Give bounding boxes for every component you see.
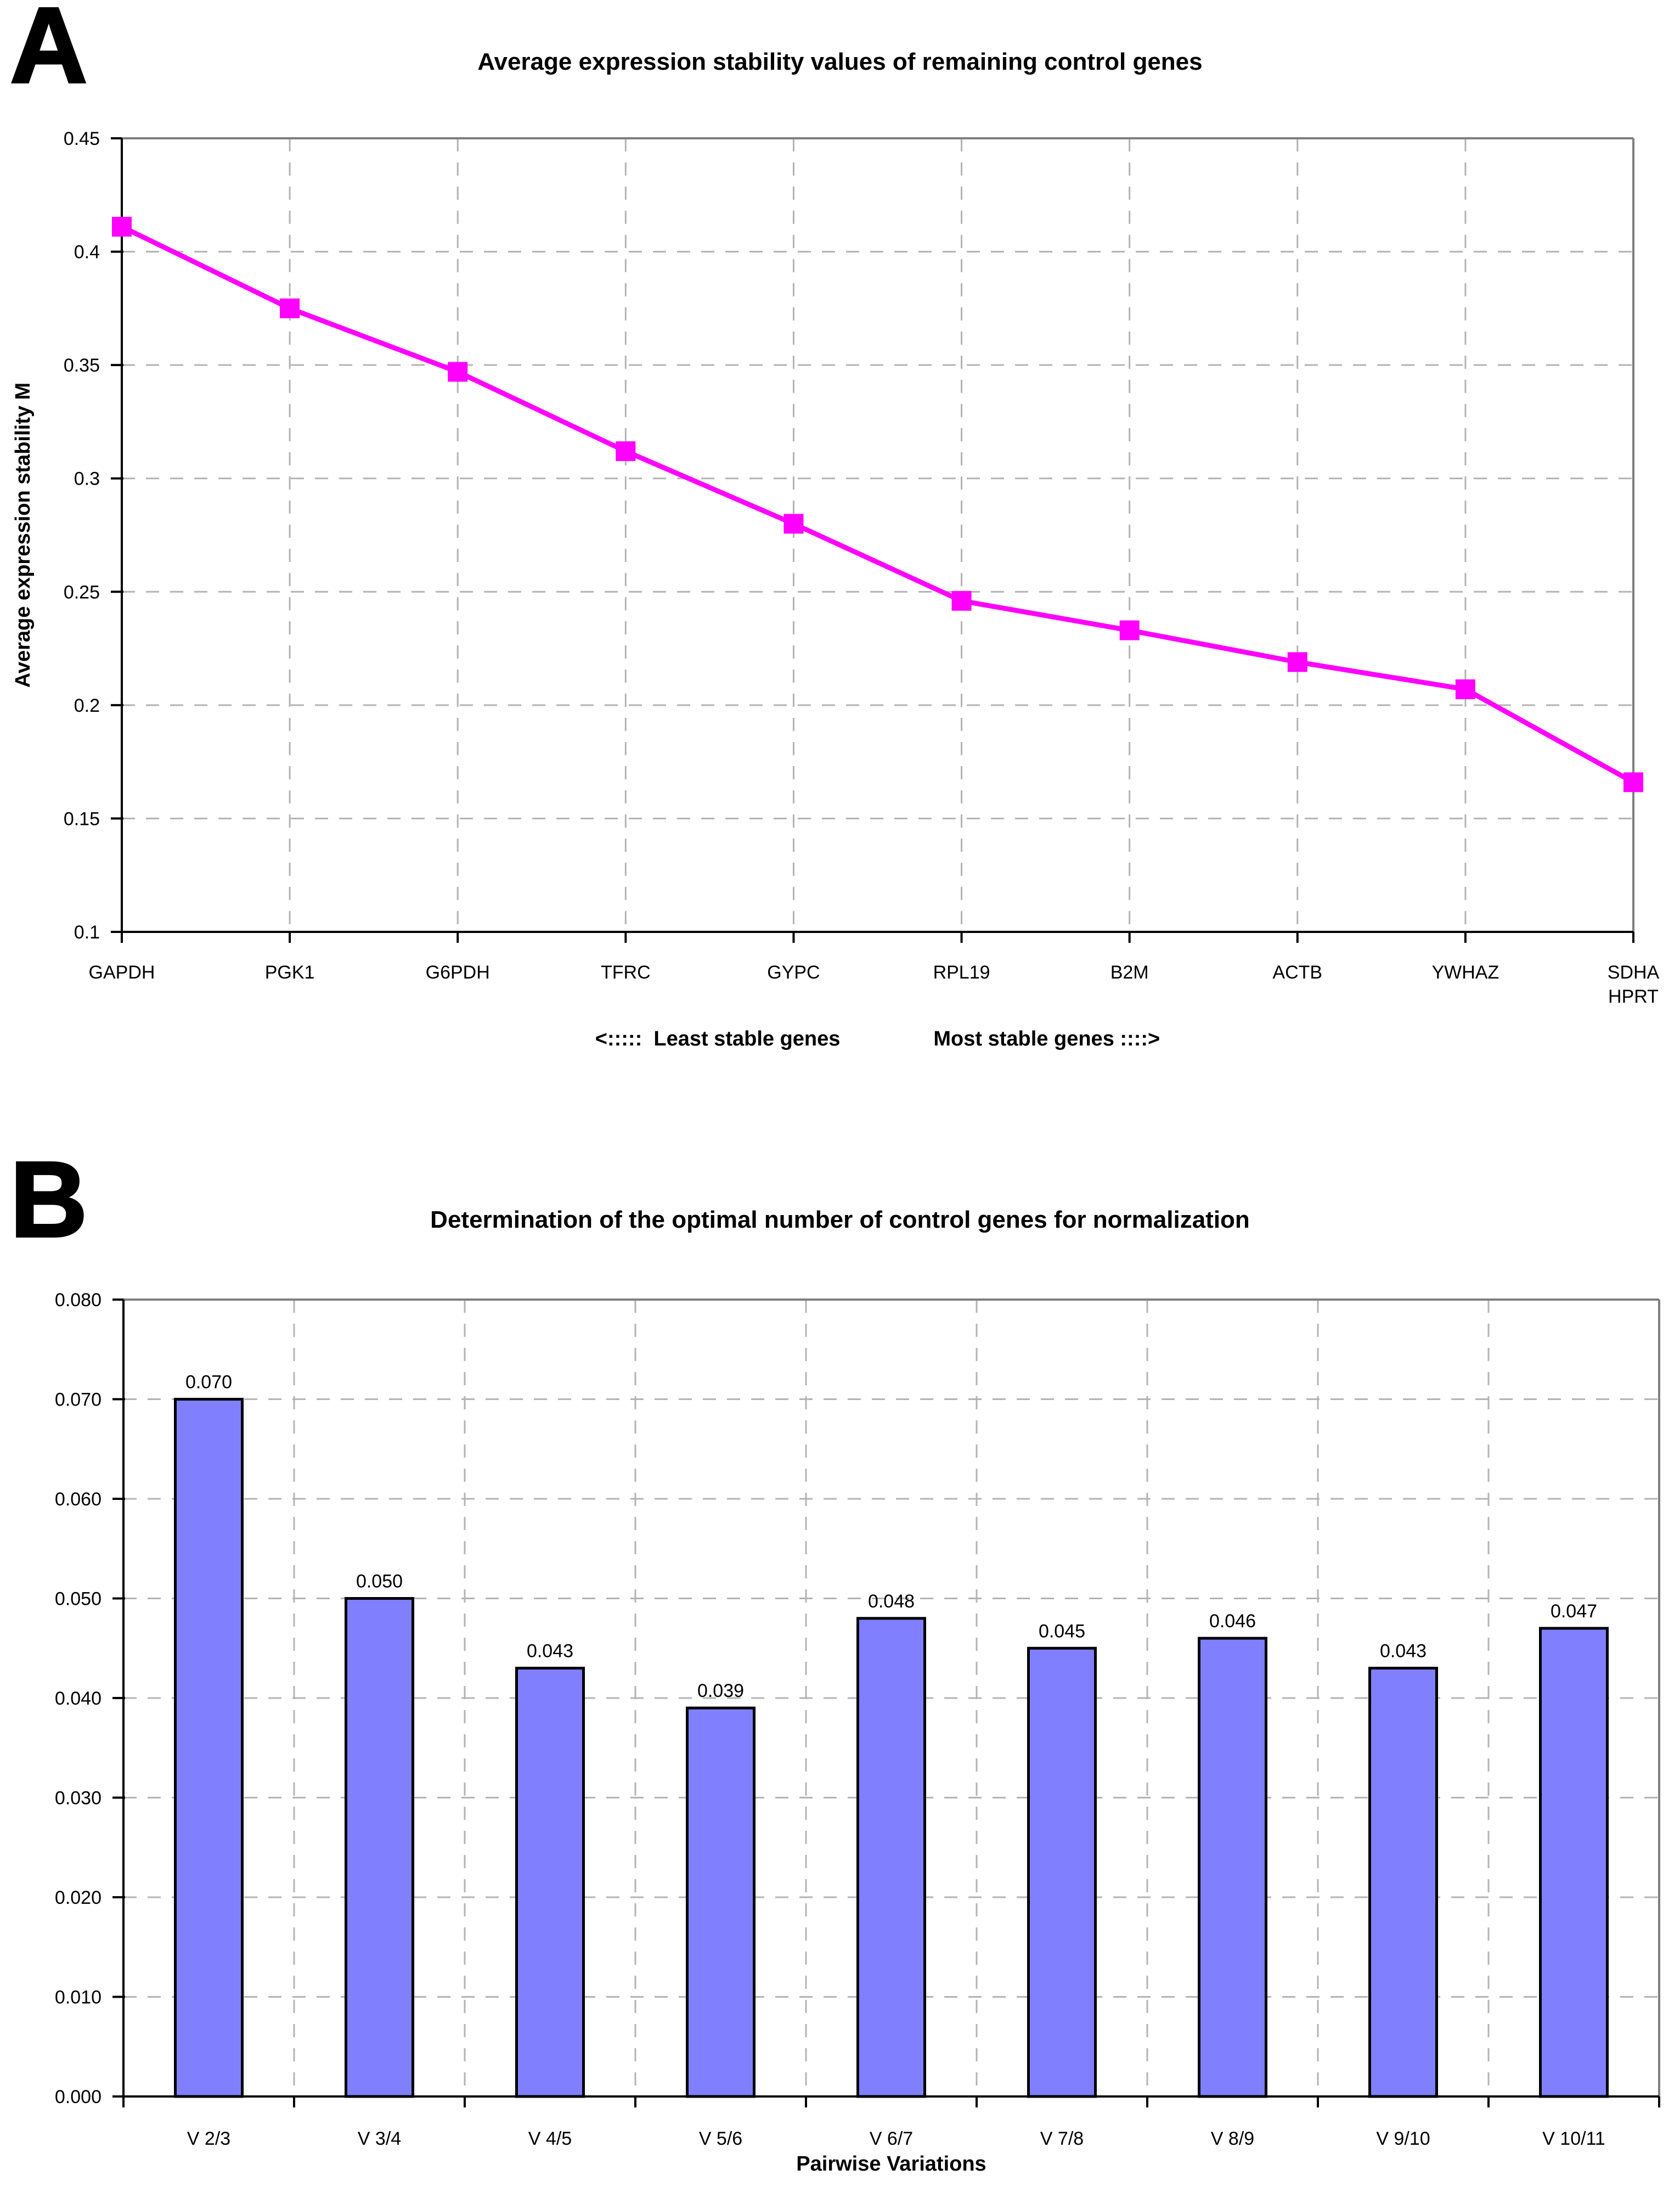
data-point-marker (1119, 620, 1140, 640)
y-tick-label: 0.4 (74, 242, 100, 263)
x-category-label: V 8/9 (1211, 2128, 1254, 2149)
x-category-label: V 6/7 (870, 2128, 913, 2149)
y-tick-label: 0.15 (64, 808, 100, 829)
bar-value-label: 0.070 (185, 1372, 232, 1393)
pairwise-variation-bar (1539, 1627, 1609, 2098)
panel-a-letter: A (9, 0, 89, 105)
y-tick-label: 0.010 (55, 1987, 102, 2008)
panel-b-x-axis-title: Pairwise Variations (796, 2152, 986, 2175)
y-tick-label: 0.030 (55, 1788, 102, 1809)
y-tick-label: 0.45 (64, 128, 100, 149)
pairwise-variation-bar (515, 1667, 585, 2098)
y-axis-title: Average expression stability M (12, 383, 35, 688)
y-tick-label: 0.2 (74, 695, 100, 716)
x-category-label: V 5/6 (699, 2128, 742, 2149)
most-stable-genes-label: Most stable genes ::::> (933, 1027, 1160, 1050)
pairwise-variation-bar (345, 1597, 414, 2098)
bar-value-label: 0.047 (1551, 1601, 1597, 1622)
data-point-marker (1623, 772, 1643, 792)
bar-value-label: 0.045 (1039, 1621, 1085, 1642)
pairwise-variation-bar (1198, 1637, 1267, 2098)
line-chart-panel-a: 0.45 0.4 0.35 0.3 0.25 0.2 0.15 0.1 GAPDH PGK1 G6P… (12, 128, 1660, 1007)
x-category-label: V 2/3 (187, 2128, 230, 2149)
y-tick-label: 0.1 (74, 922, 100, 943)
x-category-label: G6PDH (426, 962, 490, 983)
pairwise-variation-bar (686, 1706, 756, 2098)
bar-value-label: 0.043 (527, 1641, 573, 1662)
x-category-label: GYPC (767, 962, 820, 983)
y-tick-label: 0.35 (64, 355, 100, 376)
pairwise-variation-bar (856, 1617, 926, 2098)
y-tick-label: 0.000 (55, 2087, 102, 2107)
x-category-label: ACTB (1272, 962, 1322, 983)
y-tick-label: 0.080 (55, 1290, 102, 1311)
y-tick-label: 0.050 (55, 1589, 102, 1610)
x-category-label: V 10/11 (1542, 2128, 1605, 2149)
bar-value-label: 0.043 (1380, 1641, 1427, 1662)
x-category-label: PGK1 (265, 962, 315, 983)
x-category-label: YWHAZ (1431, 962, 1499, 983)
x-category-label: V 3/4 (358, 2128, 401, 2149)
data-point-marker (951, 591, 972, 611)
bar-chart-panel-b: 0.080 0.070 0.060 0.050 0.040 0.030 0.020 0.010… (55, 1290, 1660, 2149)
pairwise-variation-bar (1368, 1667, 1438, 2098)
bar-value-label: 0.050 (356, 1571, 403, 1592)
bar-value-label: 0.046 (1209, 1611, 1256, 1632)
x-category-label: V 9/10 (1376, 2128, 1430, 2149)
data-point-marker (448, 362, 468, 382)
x-category-label: SDHA HPRT (1608, 962, 1660, 1007)
y-tick-label: 0.3 (74, 469, 100, 490)
x-category-label: GAPDH (89, 962, 155, 983)
data-point-marker (280, 298, 300, 318)
data-point-marker (616, 441, 636, 462)
data-point-marker (112, 217, 132, 237)
x-category-label: V 4/5 (528, 2128, 572, 2149)
pairwise-variation-bar (1027, 1646, 1097, 2098)
y-tick-label: 0.25 (64, 582, 100, 603)
panel-b-chart-title: Determination of the optimal number of c… (430, 1206, 1250, 1233)
x-category-label: B2M (1110, 962, 1149, 983)
panel-a-chart-title: Average expression stability values of r… (477, 48, 1203, 75)
panel-b-letter: B (9, 1139, 89, 1260)
data-point-marker (1455, 679, 1475, 699)
bar-value-label: 0.048 (868, 1591, 915, 1612)
stability-line-series (121, 224, 1635, 785)
x-category-label: RPL19 (933, 962, 990, 983)
data-point-marker (783, 514, 804, 534)
x-category-label: TFRC (601, 962, 651, 983)
y-tick-label: 0.070 (55, 1390, 102, 1410)
panel-a-annotation: <::::: Least stable genes Most stable ge… (122, 1027, 1633, 1051)
y-tick-label: 0.040 (55, 1688, 102, 1709)
y-tick-label: 0.020 (55, 1887, 102, 1908)
data-point-marker (1287, 652, 1307, 672)
bar-value-label: 0.039 (697, 1680, 744, 1701)
y-tick-label: 0.060 (55, 1489, 102, 1510)
x-category-label: V 7/8 (1040, 2128, 1084, 2149)
least-stable-genes-label: <::::: Least stable genes (595, 1027, 841, 1050)
pairwise-variation-bar (174, 1398, 244, 2098)
